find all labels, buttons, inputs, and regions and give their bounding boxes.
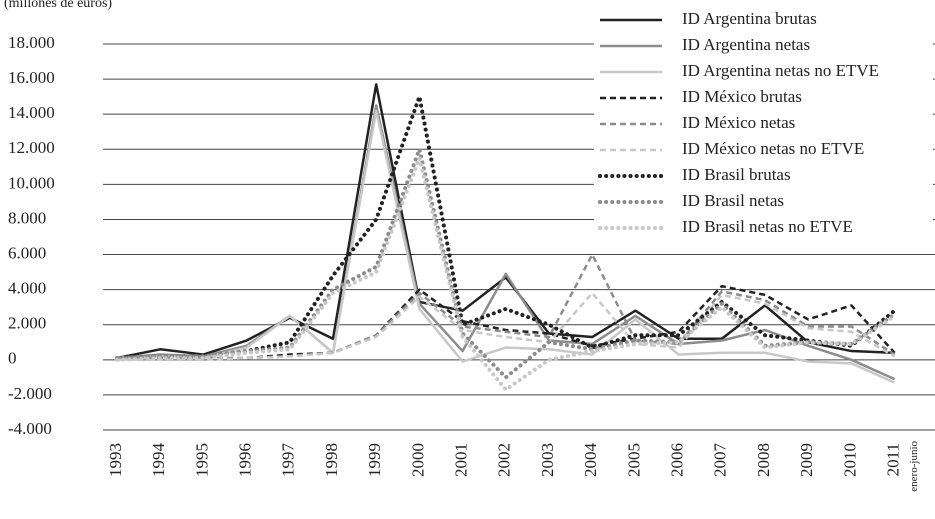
x-tick-label: 1993 — [106, 443, 125, 477]
x-tick-label: 2003 — [538, 443, 557, 477]
line-series — [117, 291, 896, 362]
x-tick-label: 2011 — [884, 443, 903, 476]
legend-label: ID Brasil netas no ETVE — [682, 217, 853, 236]
y-tick-label: 2.000 — [8, 314, 46, 333]
legend-label: ID Argentina netas no ETVE — [682, 61, 879, 80]
y-tick-label: 14.000 — [8, 103, 55, 122]
line-series — [116, 83, 895, 360]
y-tick-label: 18.000 — [8, 33, 55, 52]
y-tick-label: -2.000 — [8, 384, 52, 403]
x-tick-label: 1997 — [279, 443, 298, 478]
x-tick-label: 2007 — [711, 443, 730, 478]
x-tick-label: 1999 — [365, 443, 384, 477]
y-tick-label: 4.000 — [8, 279, 46, 298]
y-tick-label: 8.000 — [8, 208, 46, 227]
line-series — [116, 104, 896, 381]
x-tick-label: 1996 — [236, 443, 255, 477]
legend-label: ID Argentina netas — [682, 35, 810, 54]
x-tick-label: 2005 — [624, 443, 643, 477]
x-tick-label: 2002 — [495, 443, 514, 477]
legend-label: ID Argentina brutas — [682, 9, 817, 28]
x-tick-label: 1998 — [322, 443, 341, 477]
line-series — [116, 253, 896, 362]
x-tick-label: 2006 — [668, 443, 687, 477]
line-series — [116, 284, 896, 362]
y-axis-label: (millones de euros) — [4, 0, 112, 11]
legend-label: ID México netas no ETVE — [682, 139, 864, 158]
line-series — [116, 109, 896, 384]
x-tick-label: 2000 — [408, 443, 427, 477]
x-tick-label: 2009 — [797, 443, 816, 477]
y-tick-label: 6.000 — [8, 243, 46, 262]
x-tick-note: enero-junio — [908, 441, 920, 492]
legend-label: ID Brasil brutas — [682, 165, 791, 184]
legend-label: ID México brutas — [682, 87, 802, 106]
x-tick-label: 2001 — [452, 443, 471, 477]
y-tick-label: 10.000 — [8, 173, 55, 192]
y-tick-label: -4.000 — [8, 419, 52, 438]
legend: ID Argentina brutas ID Argentina netas ID … — [594, 8, 933, 240]
x-tick-label: 2008 — [754, 443, 773, 477]
y-tick-label: 16.000 — [8, 68, 55, 87]
x-tick-label: 2010 — [840, 443, 859, 477]
x-tick-label: 1995 — [192, 443, 211, 477]
line-series — [115, 156, 897, 392]
x-tick-label: 1994 — [149, 443, 168, 478]
legend-label: ID Brasil netas — [682, 191, 784, 210]
x-tick-label: 2004 — [581, 443, 600, 478]
y-tick-label: 12.000 — [8, 138, 55, 157]
legend-label: ID México netas — [682, 113, 795, 132]
y-tick-label: 0 — [8, 349, 17, 368]
